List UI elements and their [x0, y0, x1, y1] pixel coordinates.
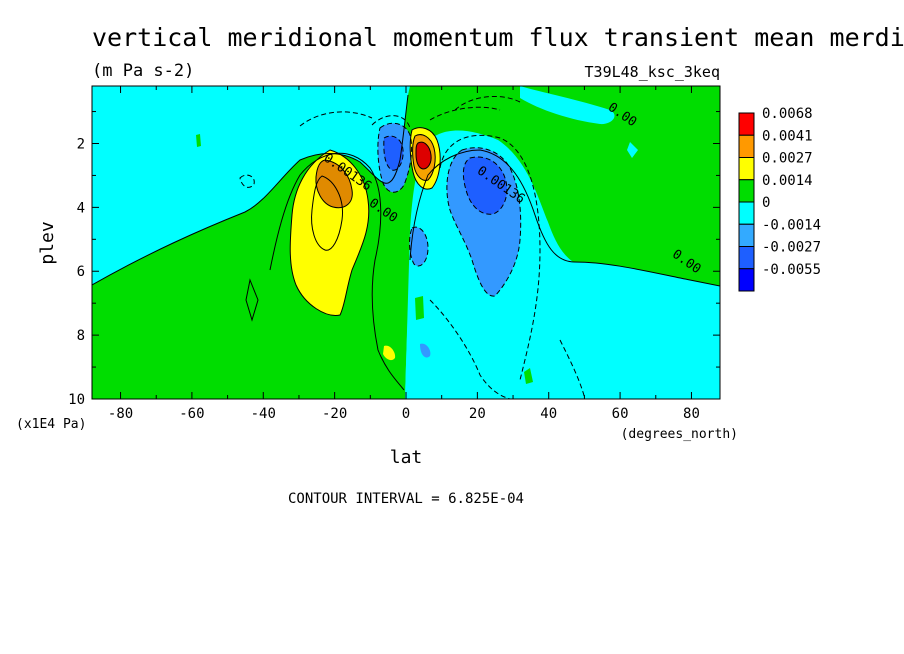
colorbar-label: -0.0055	[762, 262, 821, 278]
x-tick-label: 20	[469, 406, 486, 422]
contour-positive-south-outer	[269, 152, 405, 391]
colorbar-swatch	[738, 157, 755, 181]
dataset-label: T39L48_ksc_3keq	[585, 63, 720, 81]
contour-negative-top-right	[454, 96, 521, 111]
contour-positive-south-2	[311, 175, 343, 251]
colorbar-swatch	[738, 268, 755, 292]
contour-interval-note: CONTOUR INTERVAL = 6.825E-04	[288, 491, 524, 507]
contour-negative-north-outer	[439, 134, 541, 381]
contour-positive-left-diamond	[245, 278, 259, 322]
y-tick-label: 10	[68, 392, 85, 408]
field-zero-speck-2	[524, 368, 533, 384]
field-positive-core-south	[315, 160, 353, 208]
colorbar-swatch	[738, 134, 755, 158]
colorbar-swatch	[738, 179, 755, 203]
colorbar-swatch	[738, 201, 755, 225]
x-tick-label: -60	[179, 406, 204, 422]
x-tick-label: -80	[108, 406, 133, 422]
colorbar-swatch	[738, 112, 755, 136]
contour-positive-south-1	[289, 149, 370, 316]
colorbar-label: 0.0014	[762, 173, 813, 189]
contour-negative-north-1	[446, 147, 522, 297]
y-tick-label: 4	[77, 200, 85, 216]
colorbar-label: -0.0027	[762, 240, 821, 256]
contour-positive-peak-2	[412, 134, 436, 181]
field-zero-tongue-south	[92, 295, 405, 399]
x-tick-label: 40	[540, 406, 557, 422]
colorbar: 0.0068 0.0041 0.0027 0.0014 0 -0.0014 -0.0027 -…	[738, 106, 821, 292]
field-zero-patch-north	[546, 164, 581, 197]
y-tick-label: 6	[77, 264, 85, 280]
field-negative-top-right	[520, 86, 615, 125]
y-tick-label: 8	[77, 328, 85, 344]
colorbar-label: 0.0041	[762, 128, 813, 144]
field-negative-top-left	[92, 86, 404, 272]
field-negative-patch-equator-low	[409, 227, 428, 267]
x-tick-label: 0	[402, 406, 410, 422]
field-zero-speck-1	[196, 134, 201, 147]
field-negative-core-north	[463, 156, 507, 215]
x-tick-label: -40	[251, 406, 276, 422]
contour-negative-small-left	[239, 174, 255, 188]
chart-units: (m Pa s-2)	[92, 61, 194, 81]
y-axis: 2 4 6 8 10	[68, 111, 720, 408]
contour-negative-equator-2	[383, 135, 404, 171]
contour-positive-peak-3	[415, 141, 432, 170]
y-tick-label: 2	[77, 136, 85, 152]
contour-negative-equator-low	[409, 226, 429, 267]
field-negative-core-equator	[383, 136, 404, 171]
contour-negative-north-2	[462, 156, 508, 215]
contour-zero-north	[409, 149, 720, 287]
x-tick-label: 80	[683, 406, 700, 422]
field-positive-peak-core	[416, 142, 432, 169]
y-units-label: (x1E4 Pa)	[16, 417, 86, 432]
contour-lines-negative	[239, 96, 586, 399]
x-tick-label: 60	[612, 406, 629, 422]
colorbar-label: 0.0068	[762, 106, 813, 122]
y-axis-title: plev	[37, 221, 58, 264]
colorbar-swatch	[738, 246, 755, 270]
field-positive-small-south	[383, 345, 396, 361]
x-axis: -80 -60 -40 -20 0 20 40 60 80	[108, 86, 700, 422]
contour-negative-deep	[429, 299, 586, 399]
contour-negative-equator-1	[377, 122, 413, 193]
contour-zero-south	[92, 94, 409, 286]
colorbar-label: 0.0027	[762, 151, 813, 167]
chart-title: vertical meridional momentum flux transi…	[92, 23, 904, 52]
field-negative-patch-equator-deep	[420, 343, 431, 358]
x-axis-title: lat	[390, 447, 423, 468]
contour-negative-top	[299, 106, 501, 127]
x-tick-label: -20	[322, 406, 347, 422]
colorbar-label: -0.0014	[762, 217, 821, 233]
colorbar-swatch	[738, 223, 755, 247]
x-units-label: (degrees_north)	[621, 427, 738, 442]
contour-negative-equator-outer	[371, 115, 411, 129]
contour-positive-south-3	[315, 159, 353, 209]
field-zero-speck-3	[415, 296, 424, 320]
contour-lines	[92, 94, 720, 391]
colorbar-label: 0	[762, 195, 770, 211]
field-negative-speck	[627, 142, 638, 158]
